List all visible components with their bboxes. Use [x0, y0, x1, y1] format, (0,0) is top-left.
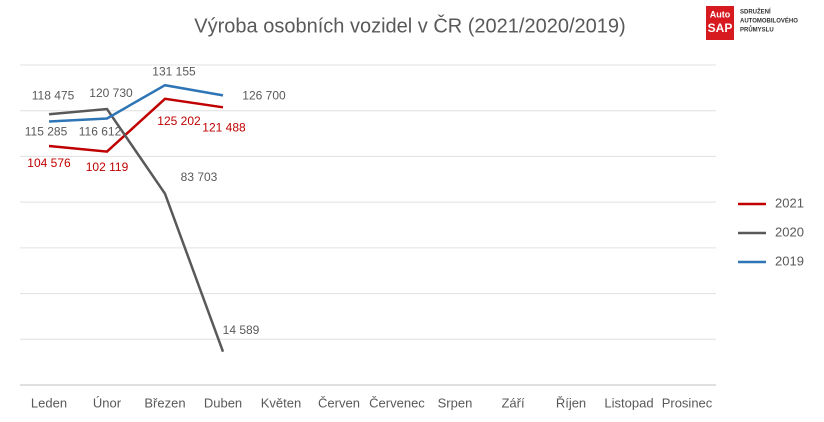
data-label: 102 119	[86, 160, 129, 174]
x-tick-label: Září	[501, 395, 525, 410]
logo-mark: SAP	[708, 21, 733, 35]
data-label: 104 576	[27, 156, 71, 170]
data-label: 118 475	[32, 88, 75, 102]
x-tick-label: Únor	[93, 395, 122, 410]
x-tick-label: Říjen	[556, 395, 586, 410]
x-tick-label: Listopad	[604, 395, 653, 410]
logo-text: SDRUŽENÍ	[740, 8, 771, 16]
logo-box	[706, 6, 734, 40]
x-tick-label: Červenec	[369, 395, 425, 410]
logo-text: AUTOMOBILOVÉHO	[740, 17, 798, 25]
data-label: 125 202	[157, 114, 201, 128]
x-tick-label: Červen	[318, 395, 360, 410]
data-label: 83 703	[181, 170, 218, 184]
legend-label: 2020	[775, 224, 804, 239]
data-label: 116 612	[79, 125, 122, 139]
data-label: 126 700	[242, 89, 286, 103]
x-tick-label: Leden	[31, 395, 67, 410]
legend-label: 2019	[775, 253, 804, 268]
x-tick-label: Srpen	[438, 395, 473, 410]
data-label: 14 589	[223, 323, 260, 337]
logo: Auto SAP SDRUŽENÍ AUTOMOBILOVÉHO PRŮMYSL…	[706, 6, 798, 40]
data-label: 121 488	[202, 120, 246, 134]
x-tick-label: Prosinec	[662, 395, 713, 410]
series-line	[48, 83, 224, 123]
series-line	[48, 97, 224, 153]
series-line	[48, 107, 225, 353]
logo-mark: Auto	[710, 9, 731, 19]
legend-label: 2021	[775, 195, 804, 210]
x-tick-label: Duben	[204, 395, 242, 410]
x-tick-label: Květen	[261, 395, 301, 410]
data-label: 131 155	[152, 64, 196, 78]
x-tick-label: Březen	[144, 395, 185, 410]
data-label: 120 730	[89, 86, 133, 100]
logo-text: PRŮMYSLU	[740, 26, 774, 34]
chart-title: Výroba osobních vozidel v ČR (2021/2020/…	[194, 14, 625, 37]
data-label: 115 285	[25, 125, 68, 139]
